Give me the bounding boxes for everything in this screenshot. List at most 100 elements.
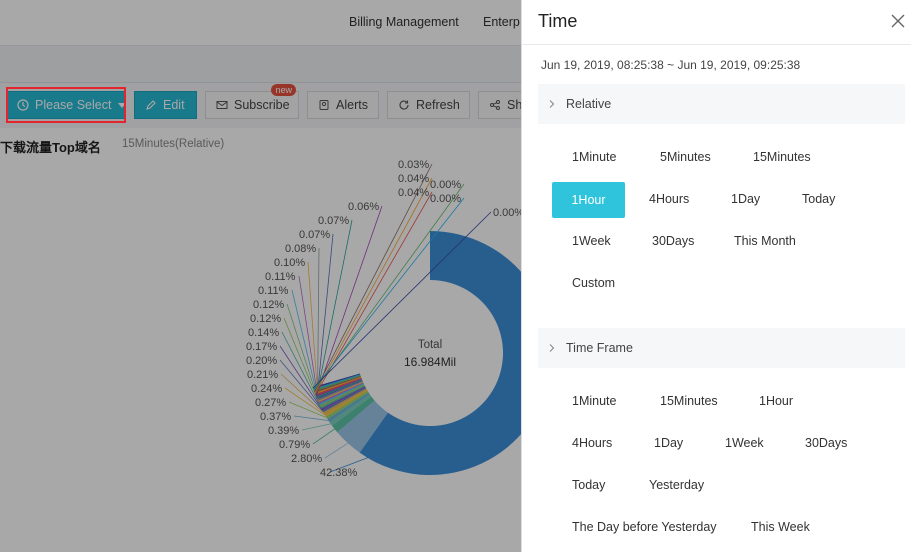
relative-option-5minutes[interactable]: 5Minutes: [660, 150, 711, 164]
alerts-label: Alerts: [336, 98, 368, 112]
donut-slice[interactable]: [314, 375, 361, 393]
donut-slice[interactable]: [312, 373, 361, 389]
relative-option-1day[interactable]: 1Day: [731, 192, 761, 206]
time-frame-option-1day[interactable]: 1Day: [654, 436, 684, 450]
slice-percent-label: 2.80%: [291, 453, 322, 465]
donut-slice[interactable]: [320, 385, 366, 409]
dashboard-toolbar: Please Select Edit Subscribe new Alerts: [0, 84, 911, 128]
slice-percent-label: 0.06%: [348, 201, 379, 213]
share-label: Sh: [507, 98, 523, 112]
label-leader-line: [284, 387, 326, 416]
slice-percent-label: 0.03%: [398, 159, 429, 171]
slice-percent-label: 0.08%: [285, 243, 316, 255]
donut-slice[interactable]: [337, 400, 388, 453]
relative-option-1week[interactable]: 1Week: [572, 234, 611, 248]
slice-percent-label: 0.00%: [430, 179, 461, 191]
refresh-label: Refresh: [416, 98, 460, 112]
slice-percent-label: 0.10%: [274, 257, 305, 269]
label-leader-line: [324, 442, 349, 459]
donut-slice[interactable]: [313, 374, 361, 390]
label-leader-line: [316, 219, 353, 398]
relative-option-today[interactable]: Today: [802, 192, 836, 206]
slice-percent-label: 0.39%: [268, 425, 299, 437]
relative-option-custom[interactable]: Custom: [572, 276, 616, 290]
time-frame-option-1hour[interactable]: 1Hour: [759, 394, 794, 408]
slice-percent-label: 0.00%: [430, 193, 461, 205]
slice-percent-label: 0.24%: [251, 383, 282, 395]
nav-billing-management[interactable]: Billing Management: [349, 15, 459, 29]
edit-label: Edit: [163, 98, 185, 112]
time-frame-option-30days[interactable]: 30Days: [805, 436, 848, 450]
label-leader-line: [279, 345, 323, 410]
relative-option-this-month[interactable]: This Month: [734, 234, 796, 248]
donut-slice[interactable]: [325, 390, 369, 419]
time-frame-option-1minute[interactable]: 1Minute: [572, 394, 617, 408]
relative-option-15minutes[interactable]: 15Minutes: [753, 150, 811, 164]
donut-slice[interactable]: [321, 386, 366, 411]
slice-percent-label: 0.27%: [255, 397, 286, 409]
close-icon[interactable]: [888, 11, 908, 31]
label-leader-line: [317, 247, 320, 401]
time-frame-option-today[interactable]: Today: [572, 478, 606, 492]
donut-slice[interactable]: [315, 378, 362, 397]
donut-slice[interactable]: [316, 379, 363, 399]
slice-percent-label: 0.04%: [398, 187, 429, 199]
time-frame-option-4hours[interactable]: 4Hours: [572, 436, 613, 450]
relative-option-4hours[interactable]: 4Hours: [649, 192, 690, 206]
slice-percent-label: 0.21%: [247, 369, 278, 381]
label-leader-line: [293, 415, 329, 421]
chart-subtitle: 15Minutes(Relative): [122, 138, 225, 150]
donut-slice[interactable]: [320, 384, 365, 408]
donut-slice[interactable]: [324, 389, 368, 417]
label-leader-line: [315, 191, 433, 395]
donut-slice[interactable]: [329, 394, 372, 426]
relative-option-1minute[interactable]: 1Minute: [572, 150, 617, 164]
pencil-icon: [145, 99, 157, 111]
relative-section-label: Relative: [566, 97, 612, 111]
relative-option-30days[interactable]: 30Days: [652, 234, 695, 248]
new-badge: new: [271, 84, 296, 96]
slice-percent-label: 0.14%: [248, 327, 279, 339]
donut-slice[interactable]: [359, 231, 553, 475]
donut-slice[interactable]: [317, 380, 363, 401]
donut-slice[interactable]: [331, 396, 375, 433]
drawer-title: Time: [538, 11, 578, 31]
donut-slice[interactable]: [317, 381, 364, 403]
share-icon: [489, 99, 501, 111]
donut-center-value: 16.984Mil: [404, 355, 456, 369]
relative-option-1hour[interactable]: 1Hour: [552, 182, 625, 218]
please-select-label: Please Select: [35, 98, 112, 112]
donut-slice[interactable]: [327, 392, 370, 423]
donut-slice[interactable]: [316, 380, 363, 400]
time-frame-option-1week[interactable]: 1Week: [725, 436, 764, 450]
refresh-icon: [398, 99, 410, 111]
donut-slice[interactable]: [318, 382, 364, 404]
donut-slice[interactable]: [319, 384, 365, 407]
time-frame-option-15minutes[interactable]: 15Minutes: [660, 394, 718, 408]
label-leader-line: [301, 423, 331, 431]
time-drawer: Time Jun 19, 2019, 08:25:38 ~ Jun 19, 20…: [521, 0, 911, 552]
donut-slice[interactable]: [322, 387, 367, 413]
donut-slice[interactable]: [314, 376, 362, 395]
time-frame-option-the-day-before-yesterday[interactable]: The Day before Yesterday: [572, 520, 717, 534]
subscribe-button[interactable]: Subscribe new: [205, 84, 299, 119]
slice-percent-label: 0.17%: [246, 341, 277, 353]
donut-slice[interactable]: [313, 375, 361, 392]
alerts-button[interactable]: Alerts: [307, 91, 379, 119]
donut-slice[interactable]: [315, 377, 362, 396]
label-leader-line: [315, 205, 383, 397]
slice-percent-label: 0.11%: [258, 285, 289, 297]
donut-slice[interactable]: [323, 388, 367, 415]
bell-icon: [318, 99, 330, 111]
time-frame-option-yesterday[interactable]: Yesterday: [649, 478, 705, 492]
time-frame-section-header[interactable]: Time Frame: [538, 328, 905, 368]
relative-section-header[interactable]: Relative: [538, 84, 905, 124]
donut-slice[interactable]: [319, 383, 364, 405]
please-select-button[interactable]: Please Select: [6, 91, 127, 119]
nav-enterprise[interactable]: Enterp: [483, 15, 520, 29]
refresh-button[interactable]: Refresh: [387, 91, 470, 119]
donut-center-label: Total: [418, 339, 442, 351]
time-frame-option-this-week[interactable]: This Week: [751, 520, 810, 534]
edit-button[interactable]: Edit: [134, 91, 197, 119]
label-leader-line: [288, 401, 327, 418]
